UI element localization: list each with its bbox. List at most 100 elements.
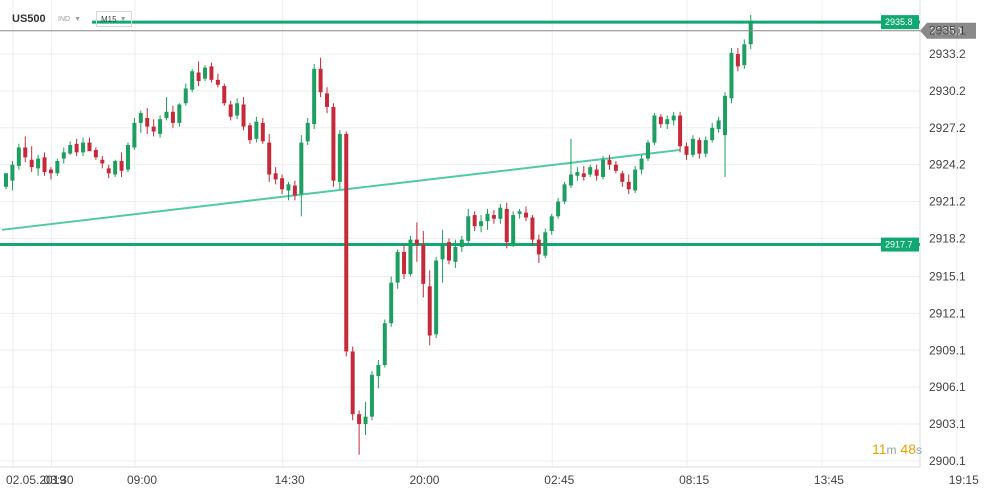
candle-body <box>543 232 548 256</box>
candle-body <box>530 217 535 240</box>
x-tick-label: 02:45 <box>544 473 574 487</box>
candle <box>671 111 676 126</box>
candle-body <box>241 104 246 127</box>
candle <box>215 73 220 88</box>
candle-body <box>395 251 400 283</box>
candle <box>389 276 394 327</box>
candle <box>331 103 336 187</box>
candle-body <box>119 160 124 171</box>
horizontal-levels: 2935.8 2917.7 <box>0 15 920 252</box>
candle <box>280 174 285 195</box>
candle-body <box>74 143 79 153</box>
x-tick-label: 20:00 <box>409 473 439 487</box>
candle-body <box>81 142 86 153</box>
candle <box>357 410 362 455</box>
candle-body <box>350 351 355 415</box>
candle <box>652 113 657 146</box>
candle <box>228 100 233 121</box>
candle <box>318 57 323 98</box>
candle-body <box>459 239 464 248</box>
candle <box>639 154 644 175</box>
candle-body <box>305 122 310 142</box>
timeframe-label: M15 <box>101 14 117 24</box>
candle-body <box>344 133 349 352</box>
candle-body <box>36 158 41 169</box>
candle <box>196 61 201 87</box>
candle-body <box>491 215 496 219</box>
x-tick-label: 19:15 <box>949 473 979 487</box>
candle <box>190 68 195 93</box>
candle <box>472 211 477 232</box>
candle-body <box>125 145 130 170</box>
candle-body <box>421 244 426 284</box>
candle-body <box>337 133 342 182</box>
candle-body <box>357 414 362 424</box>
candle-body <box>723 95 728 136</box>
candle-body <box>280 178 285 190</box>
candle-body <box>203 67 208 79</box>
candle <box>55 158 60 176</box>
candle-body <box>639 158 644 170</box>
candle-body <box>209 66 214 80</box>
candle-body <box>742 44 747 66</box>
candle <box>742 39 747 69</box>
y-tick-label: 2903.1 <box>929 417 966 431</box>
candle-body <box>228 104 233 117</box>
candle-body <box>183 88 188 104</box>
candle-body <box>196 72 201 82</box>
candle-body <box>620 173 625 182</box>
candle-body <box>453 247 458 262</box>
candle-body <box>678 115 683 147</box>
candle-body <box>601 159 606 177</box>
x-tick-label: 14:30 <box>275 473 305 487</box>
candle <box>543 228 548 259</box>
candle <box>16 143 21 170</box>
candle <box>440 229 445 283</box>
candle <box>658 114 663 128</box>
symbol-label[interactable]: US500 <box>12 13 46 25</box>
candle-body <box>158 119 163 134</box>
candle <box>382 319 387 368</box>
instrument-class[interactable]: IND ▼ <box>58 11 81 27</box>
x-tick-label: 02.05.2019 <box>6 473 66 487</box>
candle <box>350 346 355 421</box>
candle <box>36 154 41 176</box>
candle-body <box>318 68 323 93</box>
chart-grid <box>0 0 958 467</box>
candle-body <box>106 168 111 174</box>
candle <box>183 83 188 106</box>
y-tick-label: 2906.1 <box>929 380 966 394</box>
y-tick-label: 2933.2 <box>929 47 966 61</box>
candle <box>620 170 625 187</box>
candle <box>164 97 169 121</box>
candle <box>601 156 606 180</box>
candle-body <box>389 282 394 324</box>
candle-body <box>23 147 28 158</box>
y-tick-label: 2918.2 <box>929 231 966 245</box>
candle-body <box>549 216 554 232</box>
timeframe-selector[interactable]: M15 ▼ <box>96 11 132 27</box>
candle-body <box>581 173 586 177</box>
candle <box>132 117 137 150</box>
candle <box>723 92 728 177</box>
candle-body <box>511 215 516 244</box>
candle-body <box>690 138 695 155</box>
candle <box>748 14 753 50</box>
candle-body <box>748 20 753 45</box>
candle <box>42 152 47 176</box>
candle <box>581 165 586 181</box>
candle-body <box>434 260 439 335</box>
candle-body <box>68 145 73 154</box>
candle-body <box>716 120 721 130</box>
candle-body <box>485 213 490 222</box>
candle-body <box>556 201 561 217</box>
candle-body <box>177 104 182 123</box>
candle <box>549 213 554 235</box>
candle-body <box>382 323 387 365</box>
candle <box>729 47 734 104</box>
candle-body <box>235 103 240 116</box>
candle <box>158 115 163 138</box>
y-axis: 2935.1 2933.2 2930.2 2927.2 2924.2 2921.2 2918… <box>929 24 966 468</box>
